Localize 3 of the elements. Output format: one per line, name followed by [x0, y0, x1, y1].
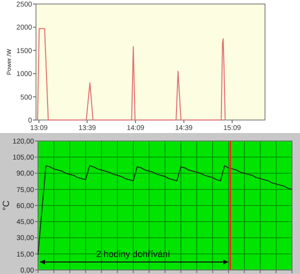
line-series [37, 28, 226, 120]
annotation: 2 hodiny dohřívání [96, 249, 171, 259]
y-axis-title: °C [1, 200, 11, 211]
